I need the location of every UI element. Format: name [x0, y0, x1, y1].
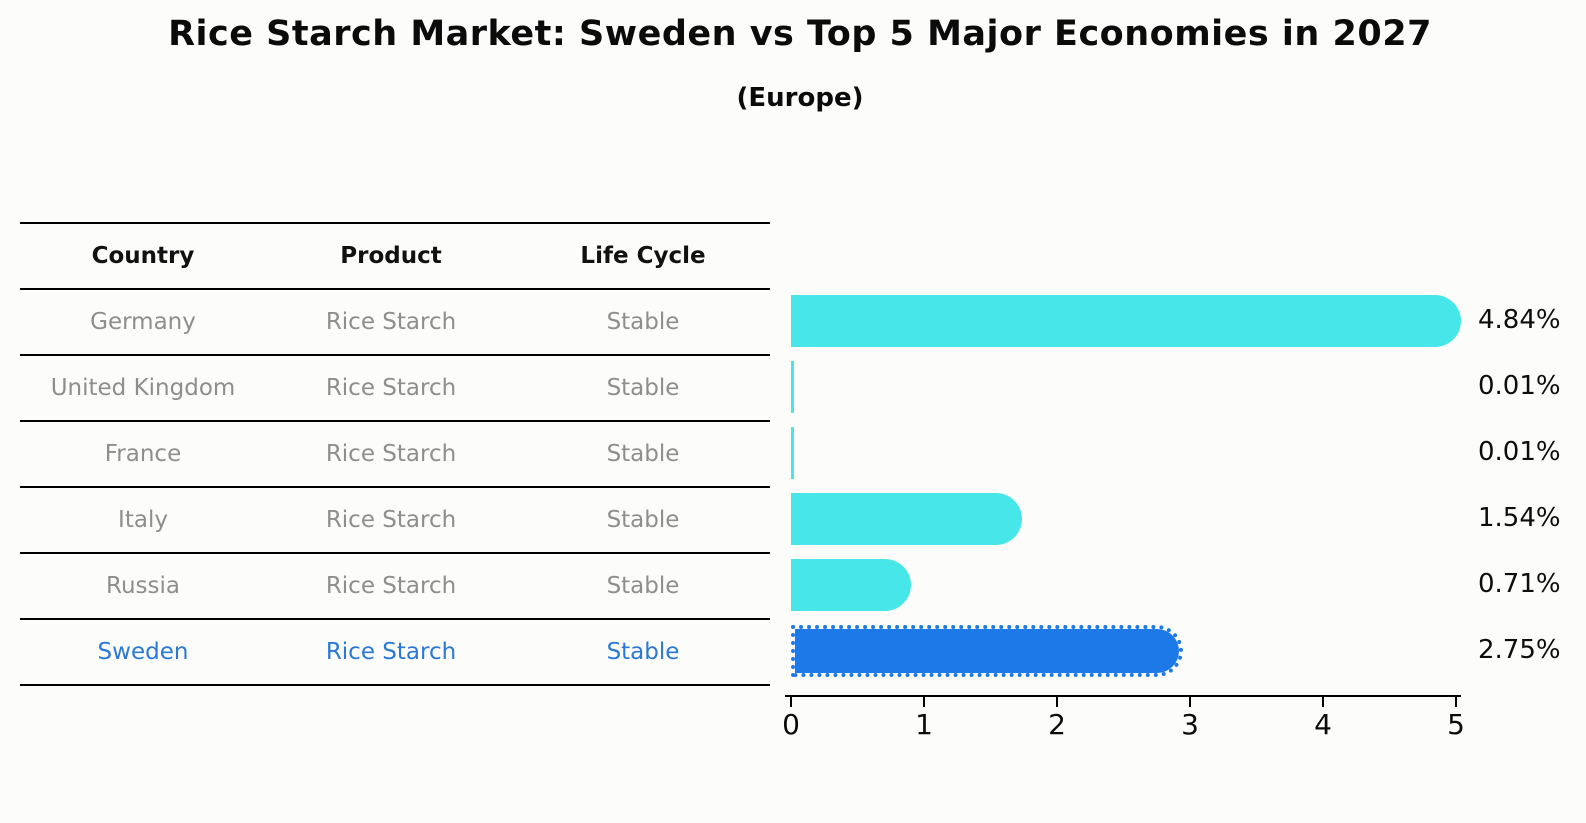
- table-row: Germany Rice Starch Stable: [20, 290, 770, 356]
- cell-product: Rice Starch: [325, 639, 457, 665]
- cell-lifecycle: Stable: [606, 507, 680, 533]
- bar-sweden: [791, 625, 1183, 677]
- cell-product: Rice Starch: [325, 375, 457, 401]
- x-axis-tick: [1322, 697, 1324, 707]
- cell-product: Rice Starch: [325, 309, 457, 335]
- x-axis-tick-label: 2: [1048, 708, 1066, 741]
- bar-value-label: 0.01%: [1478, 437, 1561, 467]
- table-row: Sweden Rice Starch Stable: [20, 620, 770, 686]
- column-header-lifecycle: Life Cycle: [580, 243, 706, 269]
- x-axis-line: [785, 695, 1461, 697]
- bar-united-kingdom: [791, 361, 794, 413]
- cell-lifecycle: Stable: [606, 573, 680, 599]
- x-axis-tick-label: 1: [915, 708, 933, 741]
- bar-germany: [791, 295, 1461, 347]
- table-row: United Kingdom Rice Starch Stable: [20, 356, 770, 422]
- bar-russia: [791, 559, 912, 611]
- cell-country: Germany: [90, 309, 196, 335]
- cell-product: Rice Starch: [325, 441, 457, 467]
- cell-lifecycle: Stable: [606, 441, 680, 467]
- chart-subtitle: (Europe): [736, 83, 864, 113]
- x-axis-tick: [923, 697, 925, 707]
- column-header-product: Product: [340, 243, 442, 269]
- cell-country: Russia: [106, 573, 180, 599]
- bar-italy: [791, 493, 1022, 545]
- cell-country: Sweden: [97, 639, 189, 665]
- cell-lifecycle: Stable: [606, 639, 680, 665]
- bar-value-label: 0.01%: [1478, 371, 1561, 401]
- table-row: Italy Rice Starch Stable: [20, 488, 770, 554]
- bar-value-label: 0.71%: [1478, 569, 1561, 599]
- cell-product: Rice Starch: [325, 573, 457, 599]
- cell-country: Italy: [118, 507, 168, 533]
- country-table: Country Product Life Cycle Germany Rice …: [20, 222, 770, 686]
- table-header-row: Country Product Life Cycle: [20, 224, 770, 290]
- bar-value-label: 4.84%: [1478, 305, 1561, 335]
- cell-lifecycle: Stable: [606, 309, 680, 335]
- x-axis-tick: [1056, 697, 1058, 707]
- bar-value-label: 2.75%: [1478, 635, 1561, 665]
- table-row: France Rice Starch Stable: [20, 422, 770, 488]
- cell-product: Rice Starch: [325, 507, 457, 533]
- x-axis-tick-label: 4: [1314, 708, 1332, 741]
- x-axis-tick-label: 5: [1447, 708, 1465, 741]
- x-axis-tick-label: 0: [782, 708, 800, 741]
- cell-country: France: [104, 441, 182, 467]
- column-header-country: Country: [91, 243, 195, 269]
- cell-country: United Kingdom: [50, 375, 236, 401]
- cell-lifecycle: Stable: [606, 375, 680, 401]
- x-axis-tick: [1455, 697, 1457, 707]
- chart-title: Rice Starch Market: Sweden vs Top 5 Majo…: [168, 14, 1432, 54]
- x-axis-tick-label: 3: [1181, 708, 1199, 741]
- x-axis-tick: [790, 697, 792, 707]
- bar-france: [791, 427, 794, 479]
- table-row: Russia Rice Starch Stable: [20, 554, 770, 620]
- x-axis-tick: [1189, 697, 1191, 707]
- bar-value-label: 1.54%: [1478, 503, 1561, 533]
